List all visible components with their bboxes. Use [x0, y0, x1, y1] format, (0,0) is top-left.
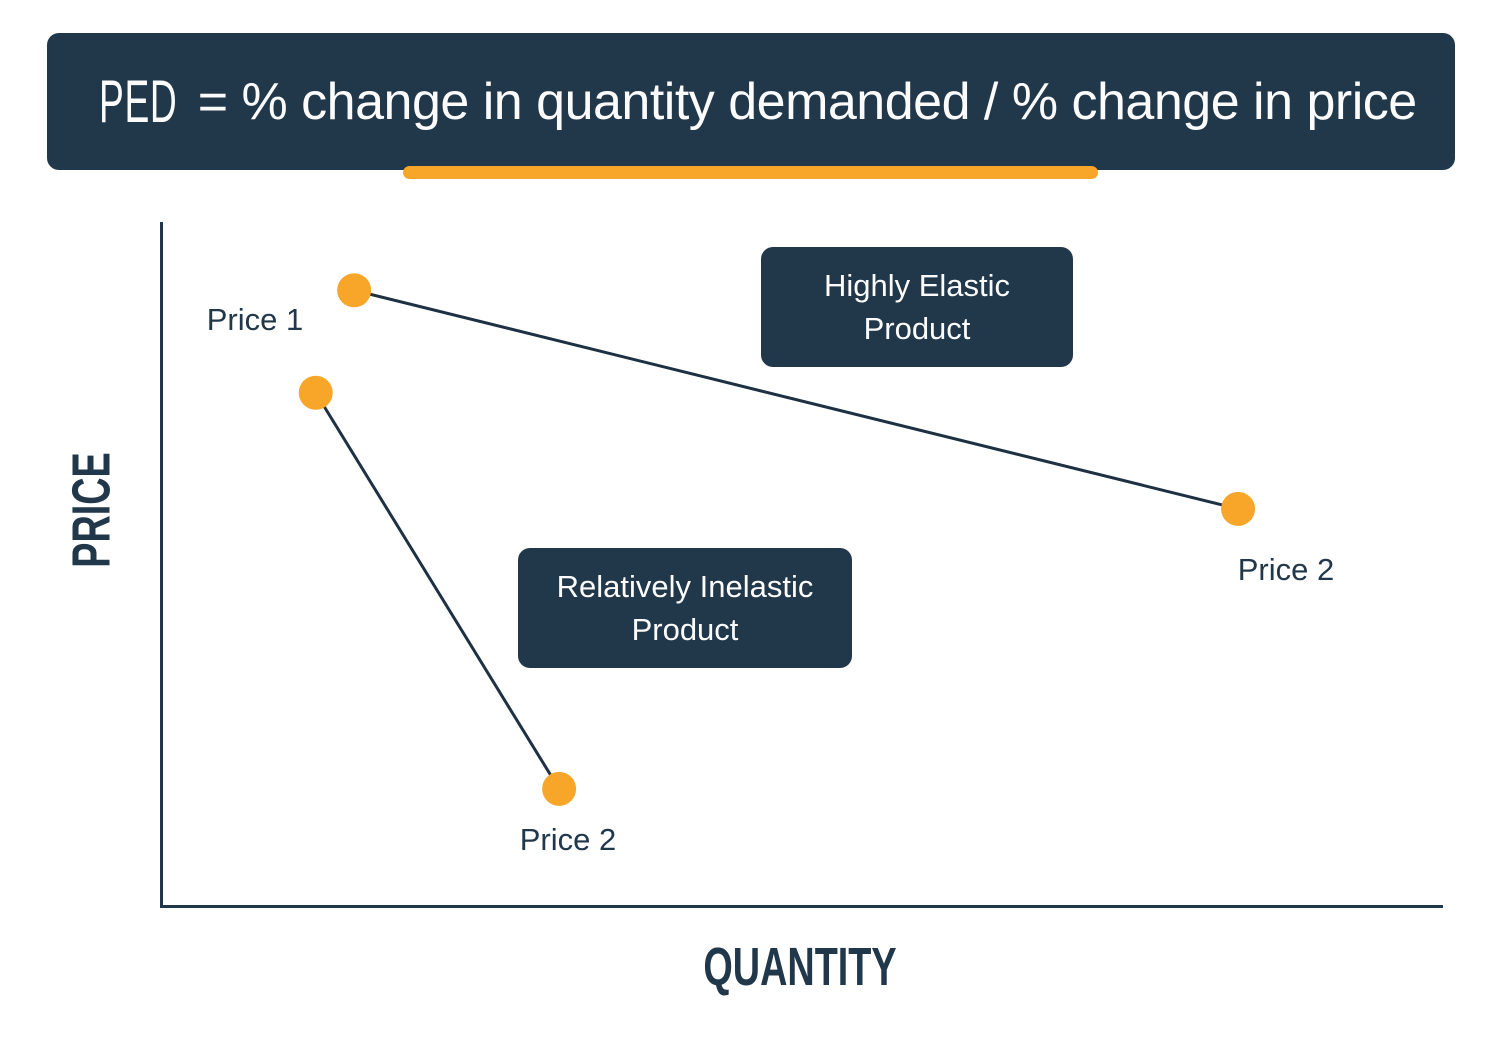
- formula-prefix: PED: [99, 68, 178, 135]
- formula-text: = % change in quantity demanded / % chan…: [197, 72, 1418, 131]
- orange-underline-accent: [403, 166, 1098, 179]
- highly-elastic-annotation: Highly Elastic Product: [761, 247, 1073, 367]
- price-point-marker: [337, 273, 372, 308]
- x-axis-label-text: QUANTITY: [703, 937, 897, 997]
- price-point-marker: [1221, 491, 1256, 526]
- demand-line-elastic: [353, 288, 1239, 511]
- price-point-marker: [298, 375, 333, 410]
- y-axis-label: PRICE: [17, 435, 167, 585]
- relatively-inelastic-annotation: Relatively Inelastic Product: [518, 548, 852, 668]
- formula-banner: PED = % change in quantity demanded / % …: [47, 33, 1455, 170]
- x-axis-label: QUANTITY: [650, 936, 950, 998]
- demand-line-inelastic: [314, 391, 561, 790]
- price-point-marker: [542, 771, 577, 806]
- price2-label-inelastic: Price 2: [519, 822, 617, 857]
- y-axis-label-text: PRICE: [62, 452, 123, 568]
- y-axis-line: [160, 222, 163, 908]
- price1-label: Price 1: [206, 302, 304, 337]
- x-axis-line: [160, 905, 1443, 908]
- price2-label-elastic: Price 2: [1237, 552, 1335, 587]
